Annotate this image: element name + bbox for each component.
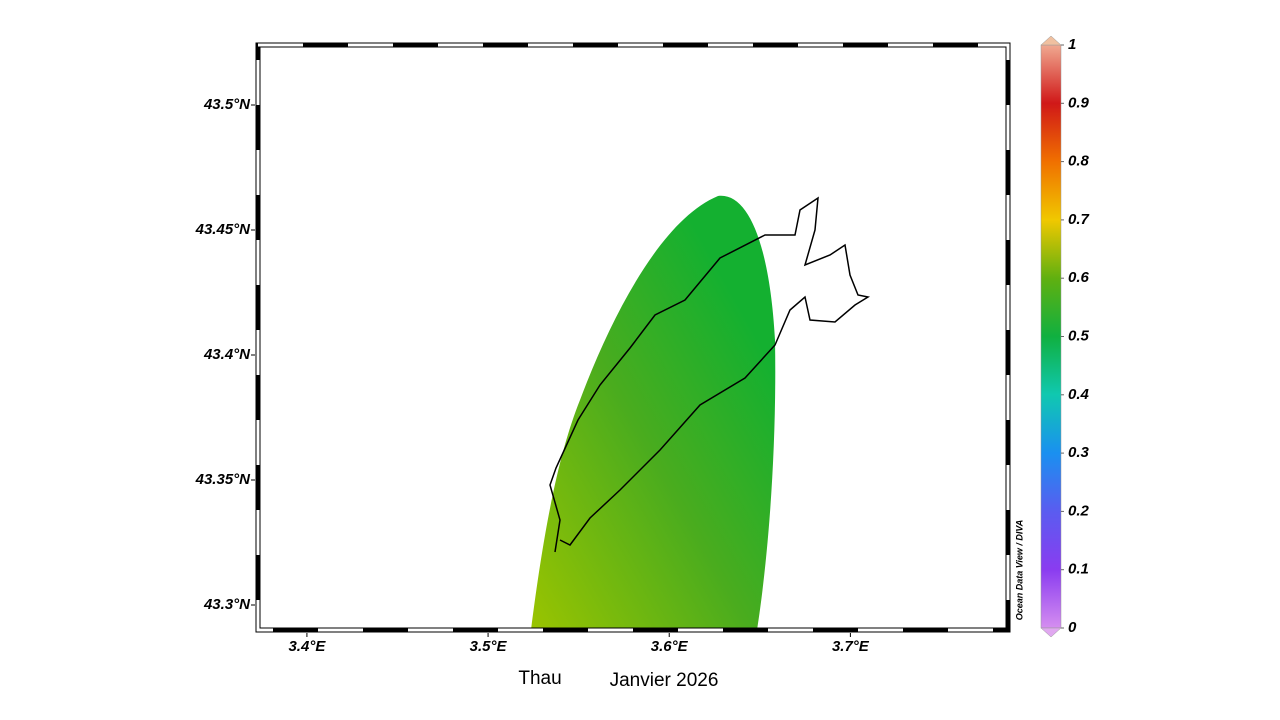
colorbar-tick-label: 0.2	[1068, 502, 1090, 519]
colorbar-tick-label: 0.9	[1068, 94, 1090, 111]
colorbar-tick-label: 0.1	[1068, 561, 1089, 578]
colorbar-top-cap	[1040, 35, 1062, 46]
watermark: Ocean Data View / DIVA	[1014, 520, 1024, 621]
y-tick-label: 43.35°N	[195, 471, 252, 488]
colorbar-bottom-cap	[1040, 627, 1062, 638]
colorbar-tick-label: 0	[1068, 619, 1077, 636]
interpolated-field	[531, 195, 776, 631]
x-tick-label: 3.7°E	[832, 638, 870, 655]
colorbar-tick-label: 0.5	[1068, 327, 1090, 344]
x-tick-label: 3.6°E	[651, 638, 689, 655]
coastline	[549, 196, 871, 553]
x-tick-label: 3.5°E	[470, 638, 508, 655]
caption-site: Thau	[518, 668, 561, 689]
colorbar	[1040, 44, 1062, 629]
map-frame-dashes	[256, 43, 1010, 632]
colorbar-tick-label: 0.4	[1068, 386, 1090, 403]
y-tick-label: 43.3°N	[203, 596, 251, 613]
colorbar-tick-label: 0.8	[1068, 153, 1090, 170]
colorbar-tick-label: 0.7	[1068, 211, 1090, 228]
colorbar-tick-label: 0.3	[1068, 444, 1090, 461]
colorbar-tick-label: 0.6	[1068, 269, 1090, 286]
colorbar-tick-label: 1	[1068, 36, 1076, 53]
y-tick-label: 43.45°N	[195, 221, 252, 238]
y-tick-label: 43.4°N	[203, 346, 251, 363]
x-tick-label: 3.4°E	[288, 638, 326, 655]
caption-date: Janvier 2026	[610, 670, 719, 691]
y-tick-label: 43.5°N	[203, 96, 251, 113]
